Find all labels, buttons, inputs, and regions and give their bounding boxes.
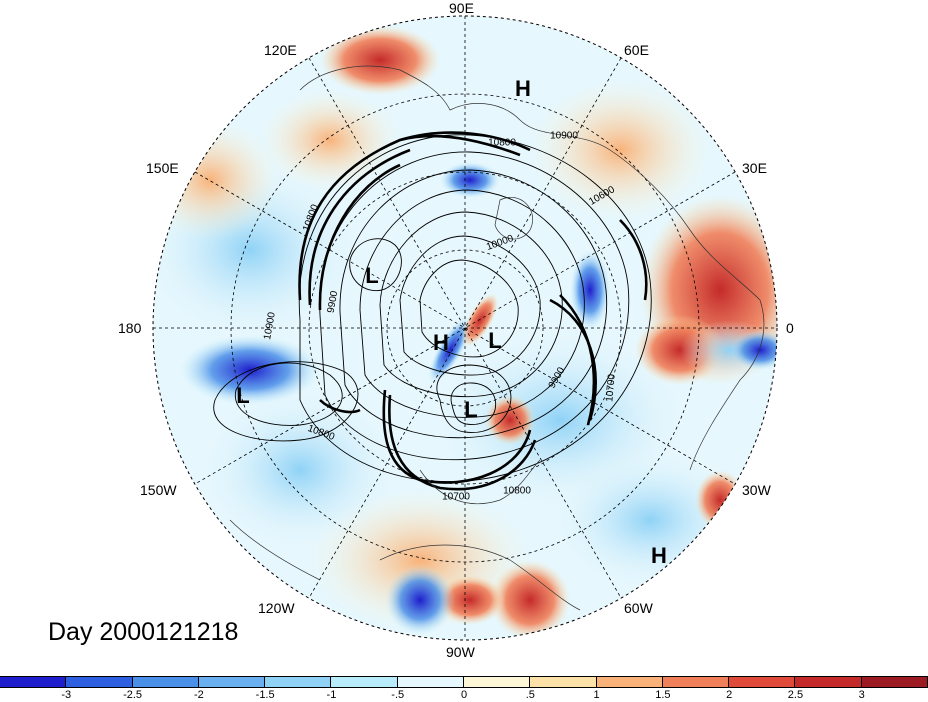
jet-contours: [298, 131, 648, 491]
lon-label-120e: 120E: [264, 42, 297, 58]
colorbar-swatch: [331, 677, 398, 687]
lon-label-150e: 150E: [146, 160, 179, 176]
day-label: Day 2000121218: [48, 618, 239, 646]
lon-label-90e: 90E: [449, 0, 474, 16]
colorbar-tick-label: 1: [593, 689, 600, 701]
colorbar-tick-label: .5: [525, 689, 535, 701]
lon-label-30w: 30W: [742, 482, 771, 498]
high-pressure-label: H: [651, 543, 667, 568]
colorbar-swatch: [861, 677, 928, 687]
colorbar-tick-label: -3: [61, 689, 72, 701]
colorbar-tick-label: 2.5: [787, 689, 804, 701]
high-pressure-label: H: [515, 76, 531, 101]
lon-label-60e: 60E: [624, 42, 649, 58]
low-pressure-label: L: [236, 383, 250, 408]
colorbar-swatch: [265, 677, 332, 687]
contour-label: 10900: [550, 130, 578, 142]
lon-label-60w: 60W: [624, 600, 653, 616]
colorbar-tick-label: -1: [326, 689, 337, 701]
colorbar-swatch: [198, 677, 266, 687]
contour-label: 10800: [503, 485, 531, 497]
colorbar-swatch: [596, 677, 663, 687]
contour-label: 10700: [442, 491, 470, 503]
lon-label-30e: 30E: [742, 160, 767, 176]
lon-label-90w: 90W: [446, 644, 475, 660]
colorbar: [0, 676, 928, 688]
colorbar-tick-label: 2: [726, 689, 733, 701]
colorbar-swatch: [662, 677, 730, 687]
colorbar-swatch: [132, 677, 199, 687]
anomaly-field: [153, 16, 777, 640]
colorbar-tick-label: 3: [858, 689, 865, 701]
low-pressure-label: L: [488, 328, 502, 353]
low-pressure-label: L: [464, 397, 478, 422]
graticule: [153, 16, 777, 640]
coastlines: [229, 65, 765, 611]
colorbar-swatch: [0, 677, 67, 687]
colorbar-swatch: [795, 677, 862, 687]
map-border: [152, 15, 778, 641]
colorbar-swatch: [463, 677, 531, 687]
lon-label-120w: 120W: [258, 600, 295, 616]
colorbar-tick-label: -1.5: [255, 689, 275, 701]
contour-label: 10800: [488, 137, 516, 149]
colorbar-tick-label: -2.5: [123, 689, 143, 701]
colorbar-swatch: [530, 677, 597, 687]
colorbar-tick-label: 0: [460, 689, 468, 701]
colorbar-tick-label: -2: [193, 689, 204, 701]
lon-label-150w: 150W: [140, 482, 177, 498]
colorbar-swatch: [397, 677, 464, 687]
colorbar-swatch: [729, 677, 796, 687]
colorbar-swatch: [66, 677, 133, 687]
low-pressure-label: L: [365, 263, 379, 288]
high-pressure-label: H: [433, 330, 449, 355]
colorbar-tick-label: -.5: [391, 689, 405, 701]
lon-label-180: 180: [118, 320, 142, 336]
colorbar-tick-label: 1.5: [655, 689, 671, 701]
lon-label-0: 0: [786, 320, 794, 336]
